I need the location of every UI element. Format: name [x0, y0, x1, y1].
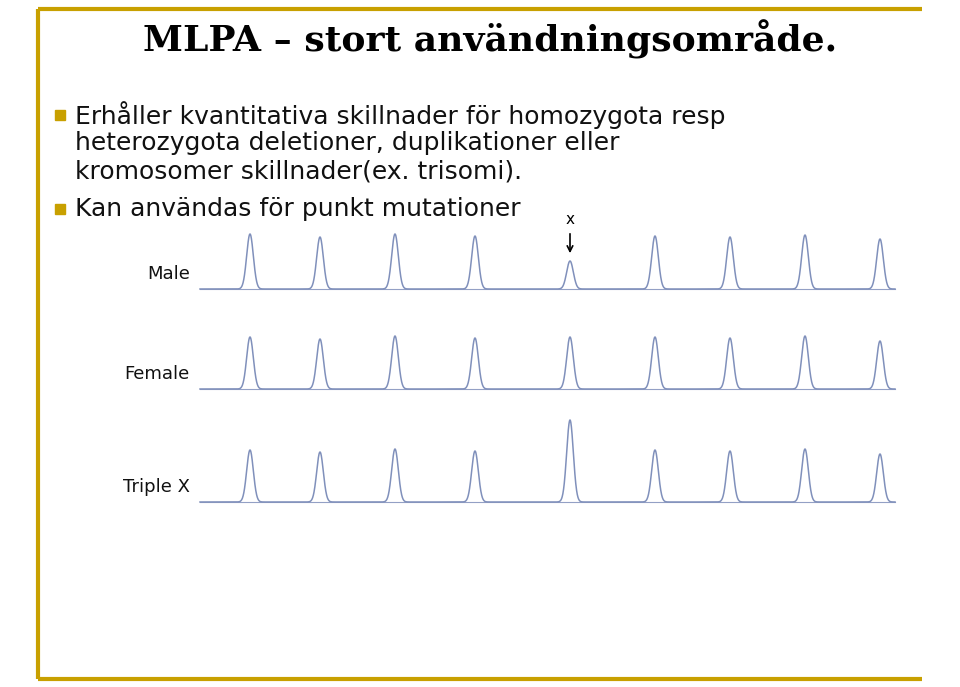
Text: heterozygota deletioner, duplikationer eller: heterozygota deletioner, duplikationer e… — [75, 131, 619, 155]
Text: MLPA – stort användningsområde.: MLPA – stort användningsområde. — [143, 19, 837, 58]
Text: Female: Female — [125, 365, 190, 383]
Bar — [55, 110, 65, 120]
Text: Triple X: Triple X — [123, 478, 190, 496]
Text: kromosomer skillnader(ex. trisomi).: kromosomer skillnader(ex. trisomi). — [75, 159, 522, 183]
Text: Erhåller kvantitativa skillnader för homozygota resp: Erhåller kvantitativa skillnader för hom… — [75, 101, 726, 129]
Text: x: x — [565, 212, 574, 227]
Bar — [55, 204, 65, 214]
Text: Male: Male — [147, 265, 190, 283]
Text: Kan användas för punkt mutationer: Kan användas för punkt mutationer — [75, 197, 520, 221]
